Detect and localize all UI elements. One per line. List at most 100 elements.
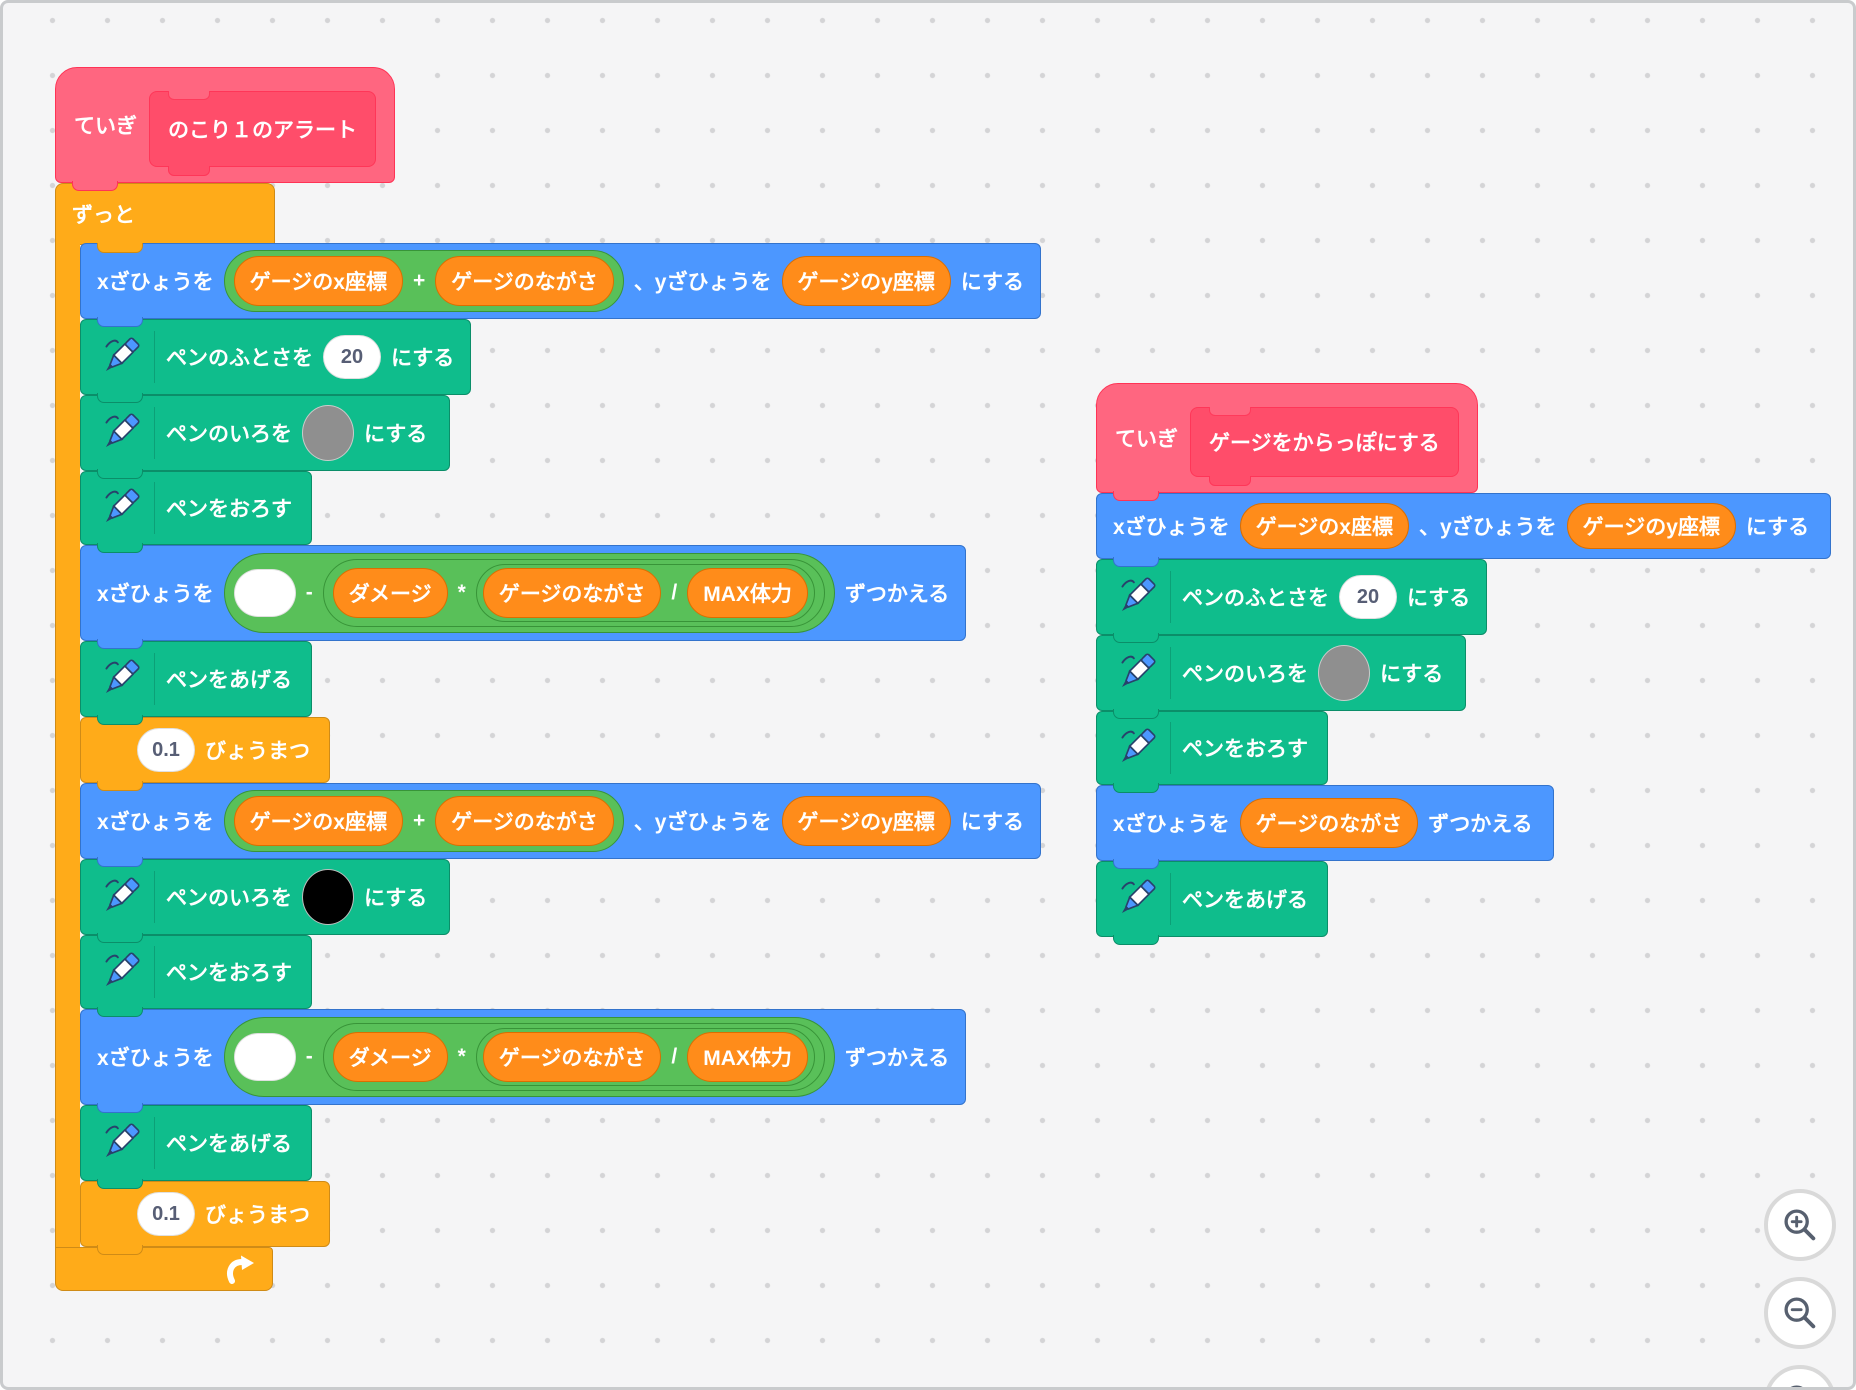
pen-down-block[interactable]: ペンをおろす [1096,711,1328,793]
zoom-out-button[interactable] [1764,1277,1836,1349]
divider [154,331,155,383]
pen-icon [105,337,140,372]
custom-block-prototype-right[interactable]: ゲージをからっぽにする [1190,407,1459,486]
motion-set-xy-block[interactable]: xざひょうを ゲージのx座標 + ゲージのながさ 、yざひょうを ゲージのy座標… [80,243,1041,327]
wait-block[interactable]: 0.1 びょうまつ [80,717,330,791]
variable-gauge-x[interactable]: ゲージのx座標 [233,796,403,846]
pen-set-color-block[interactable]: ペンのいろを にする [80,859,450,943]
operator-divide-block[interactable]: ゲージのながさ / MAX体力 [475,564,815,622]
variable-gauge-y[interactable]: ゲージのy座標 [781,796,951,846]
divider [1170,571,1171,623]
block-label: xざひょうを [97,811,214,834]
motion-change-x-block[interactable]: xざひょうを ゲージのながさ ずつかえる [1096,785,1554,869]
operator-divide-block[interactable]: ゲージのながさ / MAX体力 [475,1028,815,1086]
variable-damage[interactable]: ダメージ [332,568,448,618]
operator-subtract-block[interactable]: - ダメージ * ゲージのながさ / MAX体力 [223,1017,835,1097]
pen-size-input[interactable]: 20 [323,335,381,379]
variable-damage[interactable]: ダメージ [332,1032,448,1082]
divider [154,407,155,459]
pen-icon [1121,653,1156,688]
define-hat-block-left[interactable]: ていぎ のこり１のアラート [55,67,395,191]
minus-operator-label: - [305,1045,313,1068]
pen-set-color-block[interactable]: ペンのいろを にする [80,395,450,479]
variable-gauge-length[interactable]: ゲージのながさ [1239,798,1419,848]
variable-gauge-length[interactable]: ゲージのながさ [435,256,614,306]
variable-gauge-y[interactable]: ゲージのy座標 [781,256,951,306]
pen-icon [1121,728,1156,763]
forever-block-wall[interactable] [55,242,80,1249]
operator-subtract-block[interactable]: - ダメージ * ゲージのながさ / MAX体力 [223,553,835,633]
variable-max-hp[interactable]: MAX体力 [687,1032,808,1082]
operator-add-block[interactable]: ゲージのx座標 + ゲージのながさ [223,790,624,852]
operator-add-block[interactable]: ゲージのx座標 + ゲージのながさ [223,250,624,312]
operator-multiply-block[interactable]: ダメージ * ゲージのながさ / MAX体力 [322,559,825,627]
block-label: xざひょうを [97,271,214,294]
plus-operator-label: + [412,269,426,292]
block-label: ペンをあげる [1182,889,1308,912]
forever-block-bottom[interactable] [55,1247,273,1291]
zoom-reset-icon [1790,1385,1803,1387]
pen-size-input[interactable]: 20 [1339,575,1397,619]
variable-gauge-length[interactable]: ゲージのながさ [482,1032,662,1082]
variable-gauge-x[interactable]: ゲージのx座標 [233,256,403,306]
divider [1170,647,1171,699]
empty-number-input[interactable] [233,1033,296,1081]
zoom-reset-button[interactable] [1764,1365,1836,1387]
define-hat-block-right[interactable]: ていぎ ゲージをからっぽにする [1096,383,1478,501]
pen-icon [105,952,140,987]
pen-icon [105,1123,140,1158]
block-label: にする [364,423,428,446]
empty-number-input[interactable] [233,569,296,617]
block-label: ペンのふとさを [166,347,313,370]
motion-change-x-block[interactable]: xざひょうを - ダメージ * ゲージのながさ / MAX体力 ずつかえる [80,1009,967,1113]
variable-gauge-y[interactable]: ゲージのy座標 [1566,503,1736,549]
wait-block[interactable]: 0.1 びょうまつ [80,1181,330,1255]
pen-up-block[interactable]: ペンをあげる [80,1105,312,1189]
variable-max-hp[interactable]: MAX体力 [687,568,808,618]
block-label: ペンをおろす [166,962,292,985]
block-label: にする [960,811,1024,834]
motion-change-x-block[interactable]: xざひょうを - ダメージ * ゲージのながさ / MAX体力 ずつかえる [80,545,967,649]
motion-set-xy-block[interactable]: xざひょうを ゲージのx座標 + ゲージのながさ 、yざひょうを ゲージのy座標… [80,783,1041,867]
forever-block-top[interactable]: ずっと [55,183,275,253]
zoom-in-button[interactable] [1764,1189,1836,1261]
pen-set-color-block[interactable]: ペンのいろを にする [1096,635,1466,719]
block-label: ペンのいろを [166,887,292,910]
pen-down-block[interactable]: ペンをおろす [80,935,312,1017]
pen-down-block[interactable]: ペンをおろす [80,471,312,553]
block-label: にする [364,887,428,910]
wait-seconds-input[interactable]: 0.1 [137,1192,195,1236]
divider [154,1117,155,1169]
block-label: xざひょうを [1113,813,1230,836]
motion-set-xy-block[interactable]: xざひょうを ゲージのx座標 、yざひょうを ゲージのy座標 にする [1096,493,1831,567]
block-label: にする [1745,516,1810,539]
block-label: ペンをおろす [166,498,292,521]
operator-multiply-block[interactable]: ダメージ * ゲージのながさ / MAX体力 [322,1023,825,1091]
wait-seconds-input[interactable]: 0.1 [137,728,195,772]
block-label: ペンのいろを [1182,663,1308,686]
variable-gauge-length[interactable]: ゲージのながさ [435,796,614,846]
variable-gauge-length[interactable]: ゲージのながさ [482,568,662,618]
pen-icon [105,413,140,448]
pen-set-size-block[interactable]: ペンのふとさを 20 にする [80,319,472,403]
pen-set-size-block[interactable]: ペンのふとさを 20 にする [1096,559,1488,643]
block-label: ペンをあげる [166,669,292,692]
pen-color-swatch-gray[interactable] [1318,645,1370,701]
forever-label: ずっと [72,204,135,227]
pen-icon [105,488,140,523]
times-operator-label: * [457,1045,466,1068]
block-label: にする [391,347,455,370]
times-operator-label: * [457,581,466,604]
pen-up-block[interactable]: ペンをあげる [1096,861,1328,945]
custom-block-prototype-left[interactable]: のこり１のアラート [149,91,376,176]
block-label: びょうまつ [205,740,310,763]
variable-gauge-x[interactable]: ゲージのx座標 [1239,503,1409,549]
block-label: xざひょうを [97,1047,214,1070]
block-label: 、yざひょうを [633,811,772,834]
pen-color-swatch-gray[interactable] [302,405,354,461]
pen-color-swatch-black[interactable] [302,869,354,925]
pen-up-block[interactable]: ペンをあげる [80,641,312,725]
divider [154,946,155,998]
pen-icon [1121,879,1156,914]
